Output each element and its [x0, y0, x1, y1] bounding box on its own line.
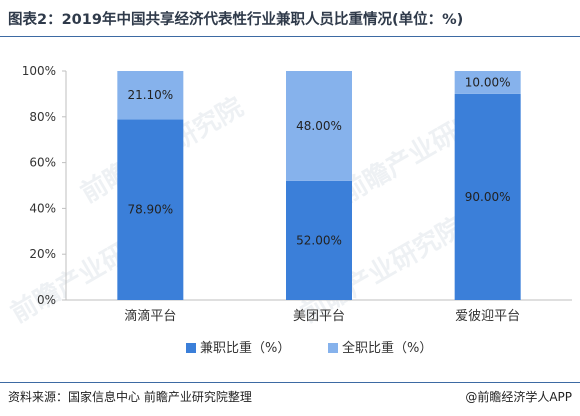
bar-segment — [117, 71, 184, 120]
bar-segment — [286, 180, 352, 300]
legend-label: 兼职比重（%） — [200, 340, 290, 356]
y-tick-label: 80% — [29, 110, 56, 124]
y-tick-label: 0% — [37, 293, 56, 307]
bar-segment — [454, 71, 521, 94]
data-label: 52.00% — [296, 233, 342, 247]
data-label: 21.10% — [127, 88, 173, 102]
bar-segment — [117, 119, 184, 300]
y-tick-label: 100% — [22, 64, 56, 78]
y-tick-label: 20% — [29, 247, 56, 261]
data-label: 78.90% — [127, 203, 173, 217]
chart-title: 图表2：2019年中国共享经济代表性行业兼职人员比重情况(单位：%) — [8, 12, 464, 28]
brand-credit: @前瞻经济学人APP — [465, 390, 572, 404]
bar-segment — [454, 93, 521, 301]
x-category-label: 滴滴平台 — [124, 308, 176, 324]
stacked-bar-chart: 0% 20% 40% 60% 80% 100% 78.90% 21.10% 滴滴平台 52.00%… — [22, 64, 572, 356]
bar-segment — [286, 71, 352, 181]
footer-divider — [0, 382, 580, 383]
data-label: 10.00% — [465, 75, 511, 89]
data-label: 90.00% — [465, 190, 511, 204]
data-label: 48.00% — [296, 119, 342, 133]
legend-swatch — [186, 343, 196, 353]
source-note: 资料来源：国家信息中心 前瞻产业研究院整理 — [8, 390, 252, 404]
x-category-label: 美团平台 — [293, 309, 345, 324]
legend-label: 全职比重（%） — [342, 340, 432, 356]
y-tick-label: 60% — [29, 156, 56, 170]
y-tick-label: 40% — [29, 201, 56, 215]
x-category-label: 爱彼迎平台 — [455, 309, 520, 324]
legend-swatch — [328, 343, 338, 353]
title-divider — [0, 36, 580, 37]
